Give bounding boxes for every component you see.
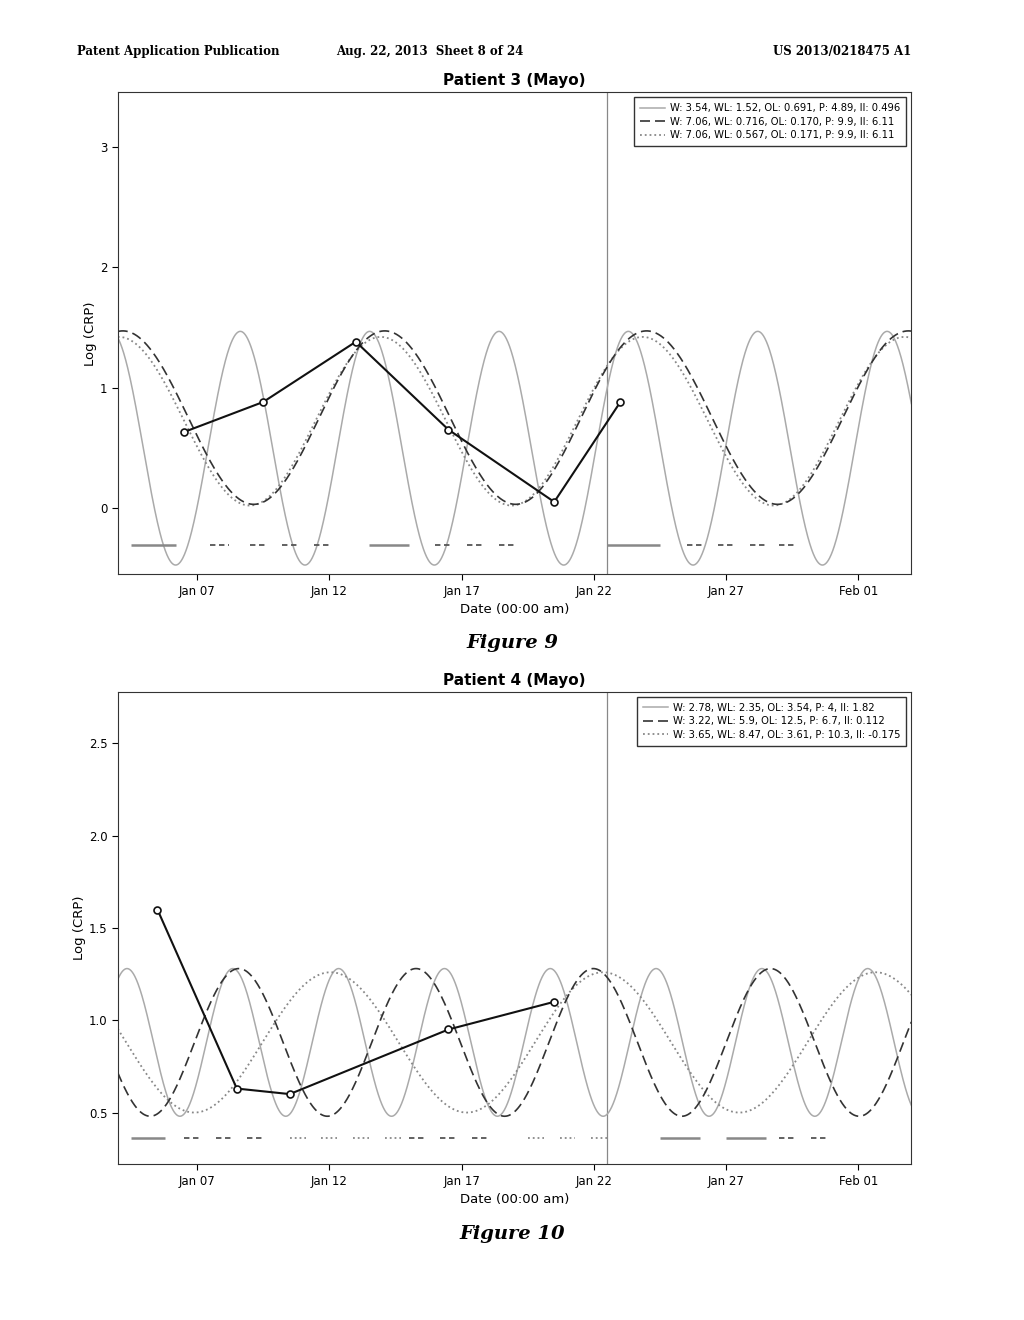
Y-axis label: Log (CRP): Log (CRP) [84, 301, 97, 366]
Text: Patent Application Publication: Patent Application Publication [77, 45, 280, 58]
Title: Patient 4 (Mayo): Patient 4 (Mayo) [443, 673, 586, 688]
X-axis label: Date (00:00 am): Date (00:00 am) [460, 603, 569, 616]
Legend: W: 2.78, WL: 2.35, OL: 3.54, P: 4, II: 1.82, W: 3.22, WL: 5.9, OL: 12.5, P: 6.7,: W: 2.78, WL: 2.35, OL: 3.54, P: 4, II: 1… [637, 697, 906, 746]
Title: Patient 3 (Mayo): Patient 3 (Mayo) [443, 74, 586, 88]
Text: Figure 10: Figure 10 [459, 1225, 565, 1243]
X-axis label: Date (00:00 am): Date (00:00 am) [460, 1193, 569, 1206]
Legend: W: 3.54, WL: 1.52, OL: 0.691, P: 4.89, II: 0.496, W: 7.06, WL: 0.716, OL: 0.170,: W: 3.54, WL: 1.52, OL: 0.691, P: 4.89, I… [634, 98, 906, 147]
Y-axis label: Log (CRP): Log (CRP) [73, 896, 86, 960]
Text: Figure 9: Figure 9 [466, 634, 558, 652]
Text: US 2013/0218475 A1: US 2013/0218475 A1 [773, 45, 911, 58]
Text: Aug. 22, 2013  Sheet 8 of 24: Aug. 22, 2013 Sheet 8 of 24 [337, 45, 523, 58]
